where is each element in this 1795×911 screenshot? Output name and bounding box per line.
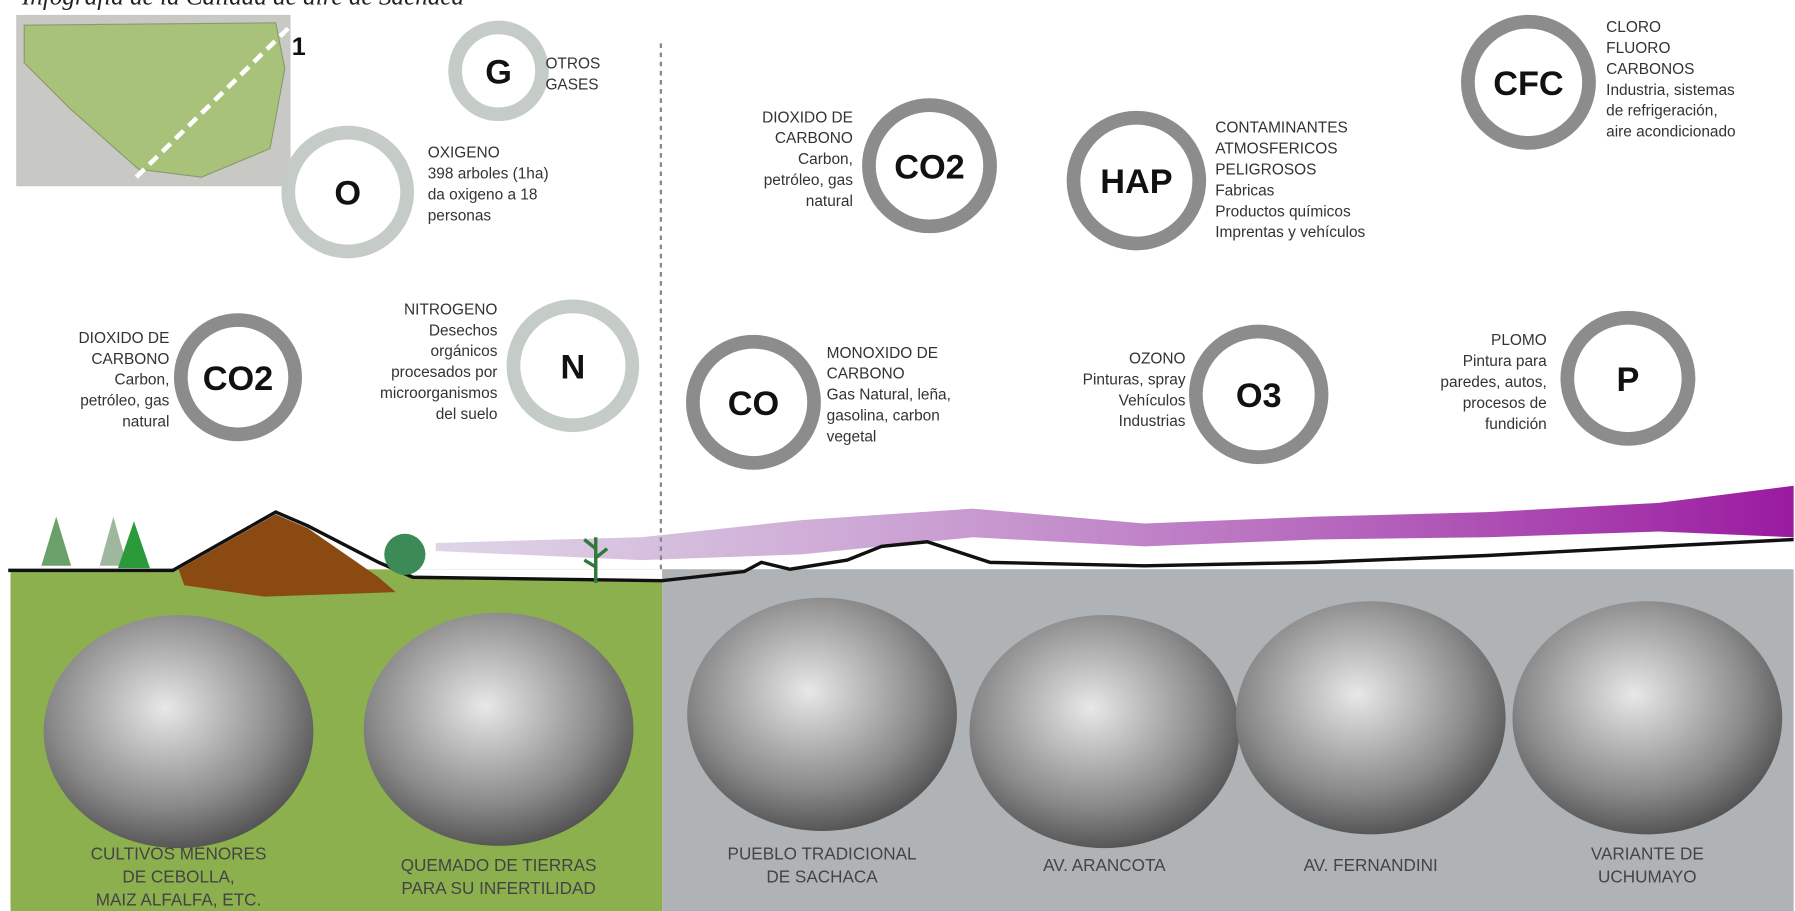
gas-ring	[1188, 324, 1329, 465]
gas-description: FLUORO	[1606, 40, 1670, 57]
tree	[41, 516, 72, 566]
gas-description: PLOMO	[1491, 332, 1547, 349]
gas-description: Pinturas, spray	[1083, 371, 1186, 388]
gas-description: PELIGROSOS	[1215, 161, 1316, 178]
gas-description: Vehículos	[1119, 392, 1186, 409]
gas-description: OTROS	[545, 56, 600, 73]
section-line	[134, 14, 303, 179]
photo-caption: QUEMADO DE TIERRAS	[401, 855, 597, 875]
gas-description: de refrigeración,	[1606, 103, 1717, 120]
gas-description: fundición	[1485, 416, 1547, 433]
gas-description: Fabricas	[1215, 182, 1274, 199]
gas-ring	[448, 20, 549, 122]
gas-description: CONTAMINANTES	[1215, 120, 1348, 137]
gas-description: personas	[428, 207, 492, 224]
photo-caption: DE SACHACA	[766, 866, 878, 886]
tree	[99, 516, 128, 566]
photo-caption: AV. FERNANDINI	[1304, 855, 1438, 875]
map-area	[23, 22, 286, 178]
gas-description: Industrias	[1119, 413, 1186, 430]
photo	[969, 614, 1240, 849]
photo-caption: VARIANTE DE	[1591, 844, 1704, 864]
gas-description: Industria, sistemas	[1606, 82, 1735, 99]
gas-description: natural	[122, 414, 169, 431]
gas-description: OXIGENO	[428, 145, 500, 162]
gas-symbol: CO	[728, 385, 779, 423]
gas-description: OZONO	[1129, 350, 1186, 367]
gas-symbol: O3	[1236, 377, 1282, 415]
photo-caption: CULTIVOS MENORES	[91, 844, 267, 864]
gas-description: Desechos	[429, 322, 498, 339]
gas-description: gasolina, carbon	[827, 408, 940, 425]
photo-caption: MAIZ ALFALFA, ETC.	[96, 889, 262, 909]
gas-description: Carbon,	[115, 372, 170, 389]
gas-description: aire acondicionado	[1606, 124, 1735, 141]
tree	[117, 521, 150, 569]
gas-description: Imprentas y vehículos	[1215, 224, 1365, 241]
gas-description: 398 arboles (1ha)	[428, 166, 549, 183]
gas-ring	[862, 98, 997, 234]
tree	[384, 533, 426, 575]
photo-caption: AV. ARANCOTA	[1043, 855, 1166, 875]
gas-description: microorganismos	[380, 385, 498, 402]
gas-ring	[281, 125, 414, 259]
gas-description: MONOXIDO DE	[827, 345, 938, 362]
ground-line	[8, 510, 1794, 583]
photo	[687, 597, 957, 831]
gas-description: GASES	[545, 76, 598, 93]
photo	[43, 614, 314, 849]
ground-mask	[10, 512, 663, 581]
gas-description: ATMOSFERICOS	[1215, 141, 1337, 158]
photo	[1235, 601, 1506, 835]
gas-description: Pintura para	[1463, 353, 1547, 370]
gas-description: petróleo, gas	[764, 172, 853, 189]
gas-symbol: G	[485, 53, 512, 91]
photo	[363, 612, 634, 846]
gas-symbol: CO2	[894, 148, 964, 186]
gas-description: natural	[806, 193, 853, 210]
gas-symbol: CO2	[203, 360, 274, 398]
gas-description: DIOXIDO DE	[762, 109, 853, 126]
gas-description: CARBONO	[827, 366, 905, 383]
gas-ring	[1461, 14, 1596, 150]
gas-symbol: P	[1616, 361, 1639, 399]
gas-description: del suelo	[436, 406, 498, 423]
gas-description: da oxigeno a 18	[428, 187, 538, 204]
gas-symbol: N	[560, 348, 585, 386]
photo-caption: DE CEBOLLA,	[122, 866, 234, 886]
map-label: 1	[292, 33, 306, 61]
gas-description: vegetal	[827, 428, 877, 445]
gas-description: Carbon,	[798, 151, 853, 168]
gas-description: orgánicos	[431, 343, 498, 360]
hill	[178, 514, 396, 597]
gas-description: Gas Natural, leña,	[827, 387, 951, 404]
gas-symbol: O	[334, 175, 361, 213]
photo-caption: PUEBLO TRADICIONAL	[728, 844, 917, 864]
photo	[1512, 601, 1783, 835]
gas-symbol: HAP	[1100, 163, 1172, 201]
gas-description: procesados por	[391, 364, 497, 381]
photo-caption: UCHUMAYO	[1598, 866, 1697, 886]
gas-description: CARBONO	[775, 130, 853, 147]
pollution-ribbon	[435, 485, 1794, 561]
gas-symbol: CFC	[1493, 65, 1563, 103]
gas-ring	[173, 313, 302, 442]
gas-description: CARBONO	[91, 351, 169, 368]
gas-description: CLORO	[1606, 19, 1661, 36]
gas-description: DIOXIDO DE	[79, 330, 170, 347]
gas-description: procesos de	[1463, 395, 1547, 412]
gas-ring	[1066, 110, 1207, 251]
gas-description: Productos químicos	[1215, 203, 1351, 220]
plant	[583, 537, 609, 583]
gas-ring	[686, 334, 821, 470]
gas-description: petróleo, gas	[80, 393, 169, 410]
gas-ring	[1560, 310, 1696, 446]
photo-caption: PARA SU INFERTILIDAD	[401, 878, 595, 898]
gas-ring	[506, 299, 640, 433]
gas-description: NITROGENO	[404, 301, 497, 318]
gas-description: paredes, autos,	[1440, 374, 1546, 391]
gas-description: CARBONOS	[1606, 61, 1694, 78]
title: Infografía de la Calidad de aire de Sach…	[21, 0, 464, 11]
